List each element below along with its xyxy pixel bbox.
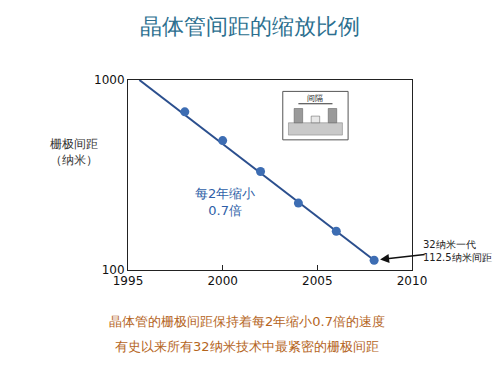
- svg-text:间隔: 间隔: [307, 94, 323, 103]
- svg-text:每2年缩小0.7倍: 每2年缩小0.7倍: [195, 186, 255, 218]
- svg-text:1995: 1995: [113, 274, 144, 288]
- svg-text:晶体管间距的缩放比例: 晶体管间距的缩放比例: [140, 14, 360, 39]
- svg-text:2010: 2010: [397, 274, 428, 288]
- svg-text:晶体管的栅极间距保持着每2年缩小0.7倍的速度: 晶体管的栅极间距保持着每2年缩小0.7倍的速度: [109, 314, 385, 329]
- svg-text:1000: 1000: [94, 73, 125, 87]
- svg-text:2005: 2005: [302, 274, 333, 288]
- svg-text:栅极间距（纳米）: 栅极间距（纳米）: [50, 137, 98, 167]
- svg-text:100: 100: [102, 263, 125, 277]
- svg-text:有史以来所有32纳米技术中最紧密的栅极间距: 有史以来所有32纳米技术中最紧密的栅极间距: [115, 339, 379, 354]
- svg-text:32纳米一代112.5纳米间距: 32纳米一代112.5纳米间距: [423, 239, 492, 263]
- svg-text:2000: 2000: [207, 274, 238, 288]
